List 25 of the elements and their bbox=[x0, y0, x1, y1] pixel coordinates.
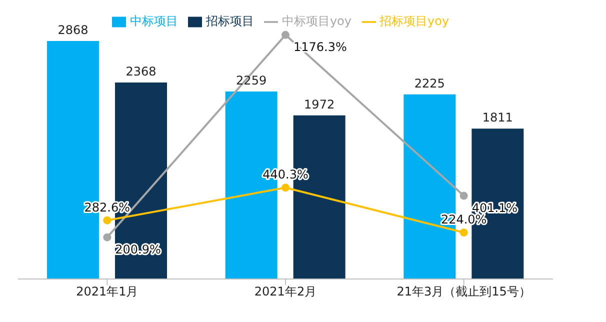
point bbox=[460, 228, 468, 237]
x-tick-label: 2021年1月 bbox=[76, 284, 138, 299]
data-label: 401.1% bbox=[472, 200, 518, 215]
legend-label: 招标项目yoy bbox=[380, 14, 450, 28]
data-label: 282.6% bbox=[84, 200, 130, 214]
data-label: 2259 bbox=[236, 74, 267, 88]
point bbox=[103, 216, 112, 224]
x-tick-label: 2021年2月 bbox=[254, 284, 317, 299]
point bbox=[282, 184, 290, 192]
point bbox=[282, 30, 290, 39]
data-label: 2868 bbox=[58, 22, 88, 37]
legend-label: 中标项目 bbox=[130, 14, 178, 28]
data-label: 440.3% bbox=[262, 168, 308, 182]
data-label: 2225 bbox=[414, 76, 445, 90]
point bbox=[103, 233, 112, 242]
data-label: 224.0% bbox=[440, 212, 487, 227]
legend-label: 中标项目yoy bbox=[282, 14, 352, 28]
data-label: 2368 bbox=[126, 64, 156, 78]
data-label: 200.9% bbox=[115, 242, 161, 256]
legend-label: 招标项目 bbox=[206, 14, 254, 28]
data-label: 1811 bbox=[482, 110, 513, 125]
x-tick-label: 21年3月（截止到15号） bbox=[396, 284, 531, 299]
data-label: 1972 bbox=[304, 97, 335, 112]
data-label: 1176.3% bbox=[294, 40, 347, 54]
point bbox=[460, 192, 468, 200]
